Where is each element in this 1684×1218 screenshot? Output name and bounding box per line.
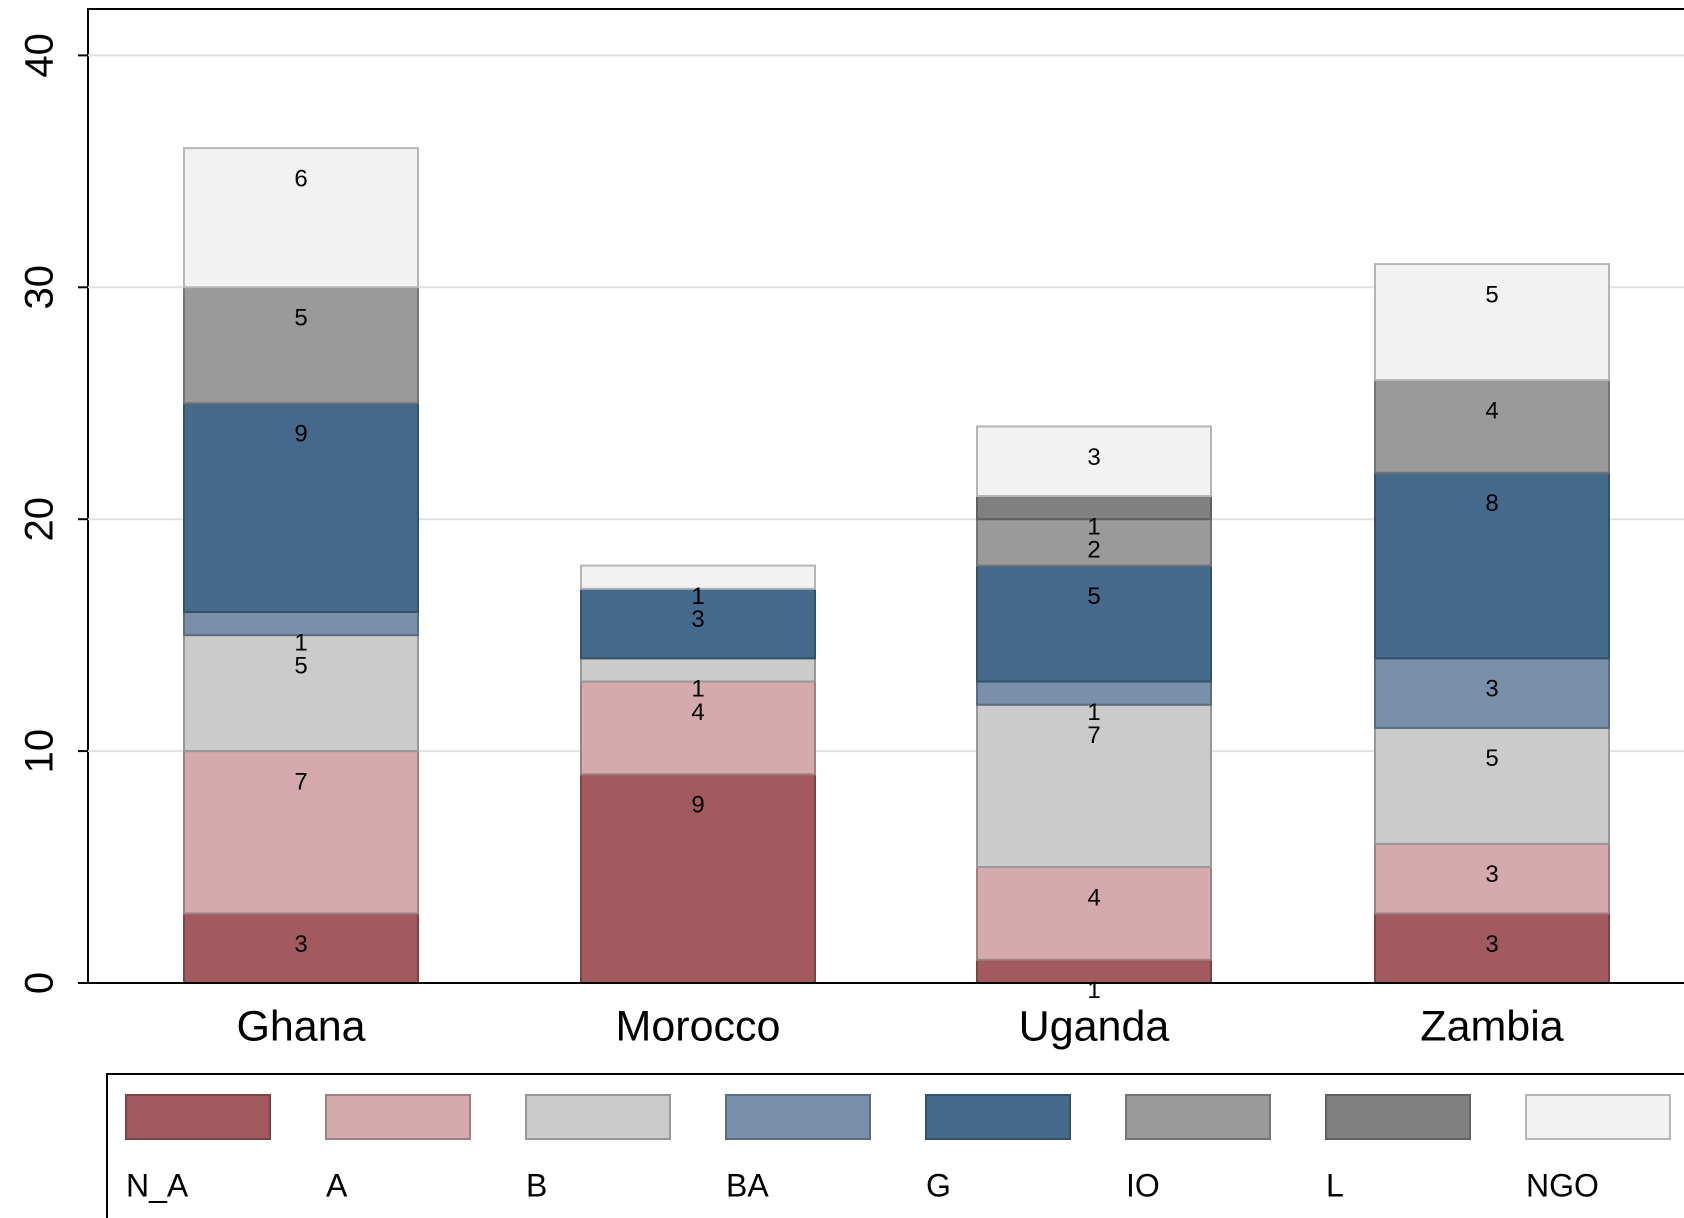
legend-label: NGO [1526, 1167, 1599, 1203]
value-label: 5 [1087, 583, 1100, 610]
bar-segment [976, 518, 1212, 567]
y-tick-label: 30 [18, 265, 62, 310]
value-label: 1 [691, 583, 704, 610]
bar-segment [183, 402, 419, 613]
bar-segment [1374, 471, 1610, 660]
y-tick-label: 0 [18, 972, 62, 994]
bar-segment [183, 750, 419, 915]
legend-swatch [1525, 1094, 1671, 1140]
legend-label: G [926, 1167, 951, 1203]
value-label: 3 [691, 606, 704, 633]
bar-segment [1374, 657, 1610, 729]
bar-segment [976, 703, 1212, 869]
bar-segment [976, 866, 1212, 961]
value-label: 3 [1087, 444, 1100, 471]
value-label: 5 [294, 305, 307, 332]
value-label: 1 [691, 676, 704, 703]
bar-segment [183, 147, 419, 289]
bar-segment [183, 912, 419, 985]
bar-segment [580, 564, 816, 590]
legend-swatch [1325, 1094, 1471, 1140]
y-tick-label: 10 [18, 729, 62, 774]
value-label: 9 [691, 792, 704, 819]
bar-segment [580, 680, 816, 776]
value-label: 7 [1087, 722, 1100, 749]
legend-swatch [125, 1094, 271, 1140]
value-label: 1 [294, 629, 307, 656]
value-label: 3 [1485, 676, 1498, 703]
x-tick-label: Morocco [616, 1002, 781, 1050]
bar-segment [1374, 379, 1610, 474]
value-label: 3 [294, 931, 307, 958]
value-label: 9 [294, 421, 307, 448]
bar-segment [580, 773, 816, 984]
bar-segment [183, 634, 419, 753]
value-label: 4 [1485, 397, 1498, 424]
value-label: 1 [1087, 699, 1100, 726]
legend-label: BA [726, 1167, 769, 1203]
legend-label: IO [1126, 1167, 1160, 1203]
legend-swatch [525, 1094, 671, 1140]
value-label: 6 [294, 165, 307, 192]
bar-segment [1374, 912, 1610, 985]
legend-label: N_A [126, 1167, 189, 1203]
bar-segment [976, 564, 1212, 683]
legend-swatch [725, 1094, 871, 1140]
legend-swatch [325, 1094, 471, 1140]
bar-segment [183, 286, 419, 405]
value-label: 8 [1485, 490, 1498, 517]
value-label: 3 [1485, 861, 1498, 888]
value-label: 3 [1485, 931, 1498, 958]
x-tick-label: Uganda [1019, 1002, 1170, 1050]
value-label: 5 [1485, 281, 1498, 308]
value-label: 7 [294, 768, 307, 795]
x-tick-label: Ghana [236, 1002, 365, 1050]
legend-label: B [526, 1167, 547, 1203]
y-tick-label: 20 [18, 497, 62, 542]
bar-segment [1374, 263, 1610, 382]
bar-segment [1374, 726, 1610, 845]
value-label: 5 [1485, 745, 1498, 772]
legend-label: L [1326, 1167, 1344, 1203]
legend-label: A [326, 1167, 348, 1203]
bar-segment [1374, 842, 1610, 915]
legend-swatch [925, 1094, 1071, 1140]
value-label: 1 [1087, 977, 1100, 1004]
value-label: 4 [1087, 884, 1100, 911]
bar-segment [976, 425, 1212, 497]
value-label: 4 [691, 699, 704, 726]
legend-swatch [1125, 1094, 1271, 1140]
y-tick-label: 40 [18, 33, 62, 78]
value-label: 5 [294, 652, 307, 679]
value-label: 2 [1087, 537, 1100, 564]
x-tick-label: Zambia [1420, 1002, 1563, 1050]
value-label: 1 [1087, 513, 1100, 540]
